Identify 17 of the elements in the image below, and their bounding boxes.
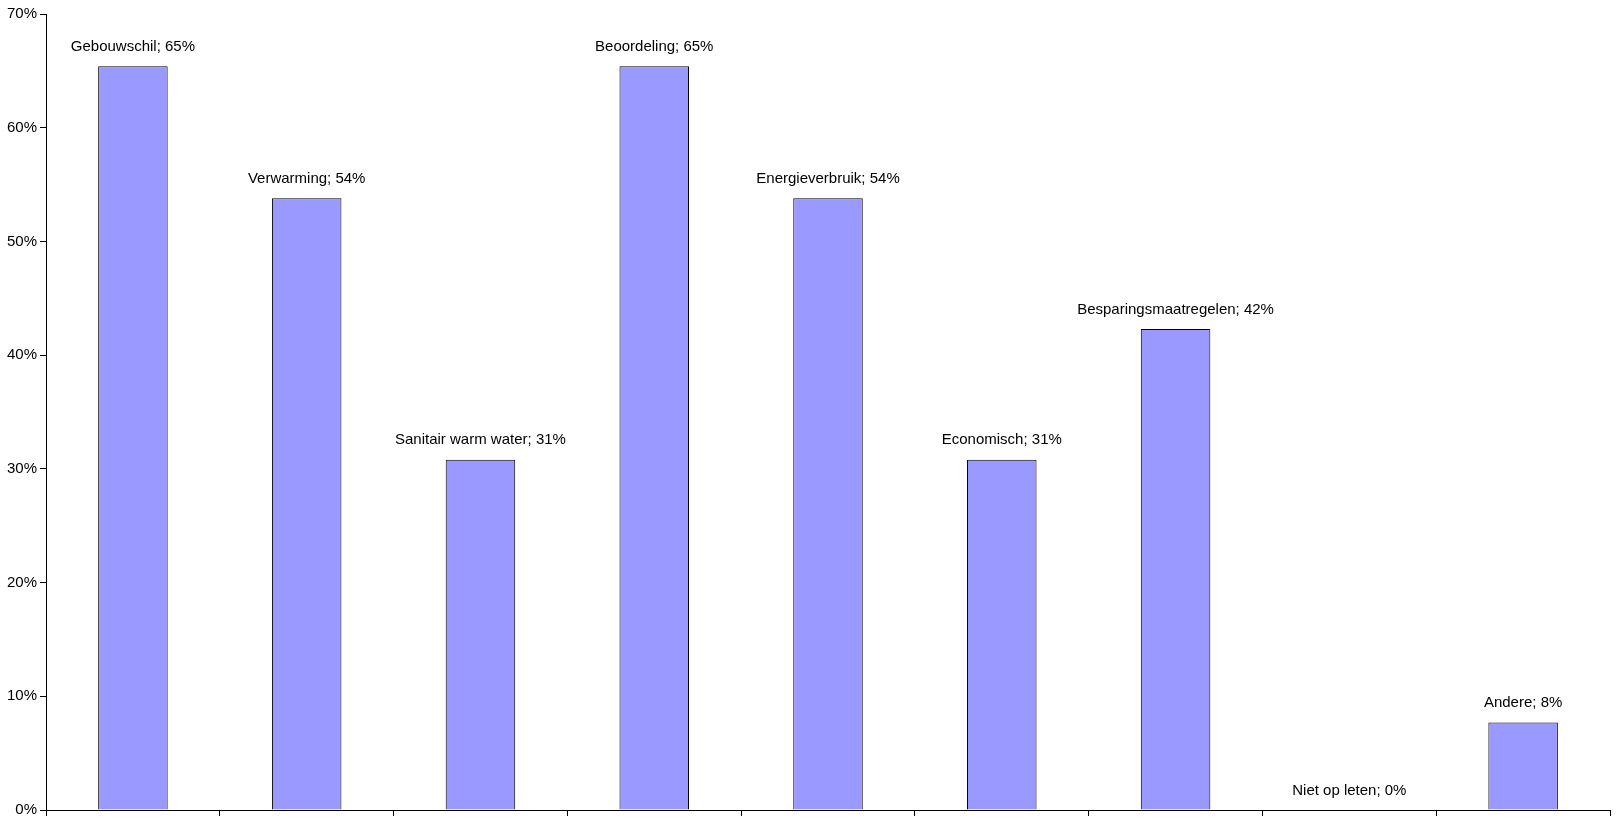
y-tick-label: 40% — [6, 345, 38, 363]
data-label: Niet op leten; 0% — [1292, 780, 1407, 798]
y-tick-label: 70% — [6, 4, 38, 22]
data-label: Beoordeling; 65% — [595, 36, 714, 54]
data-label: Sanitair warm water; 31% — [395, 430, 566, 448]
data-label: Verwarming; 54% — [247, 168, 366, 186]
y-tick-label: 20% — [6, 572, 38, 590]
y-tick-label: 30% — [6, 459, 38, 476]
y-tick-label: 10% — [6, 686, 38, 704]
data-label: Gebouwschil; 65% — [70, 36, 196, 54]
y-tick-label: 60% — [6, 117, 38, 135]
data-label: Andere; 8% — [1483, 693, 1563, 711]
data-label: Energieverbruik; 54% — [756, 168, 900, 186]
y-tick-label: 0% — [15, 800, 38, 818]
data-label: Besparingsmaatregelen; 42% — [1077, 299, 1274, 317]
data-label: Economisch; 31% — [941, 430, 1062, 448]
y-tick-label: 50% — [6, 231, 38, 249]
